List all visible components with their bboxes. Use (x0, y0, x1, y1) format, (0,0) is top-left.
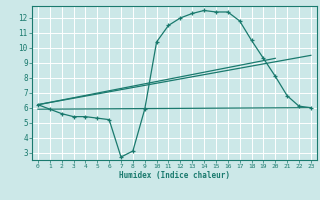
X-axis label: Humidex (Indice chaleur): Humidex (Indice chaleur) (119, 171, 230, 180)
